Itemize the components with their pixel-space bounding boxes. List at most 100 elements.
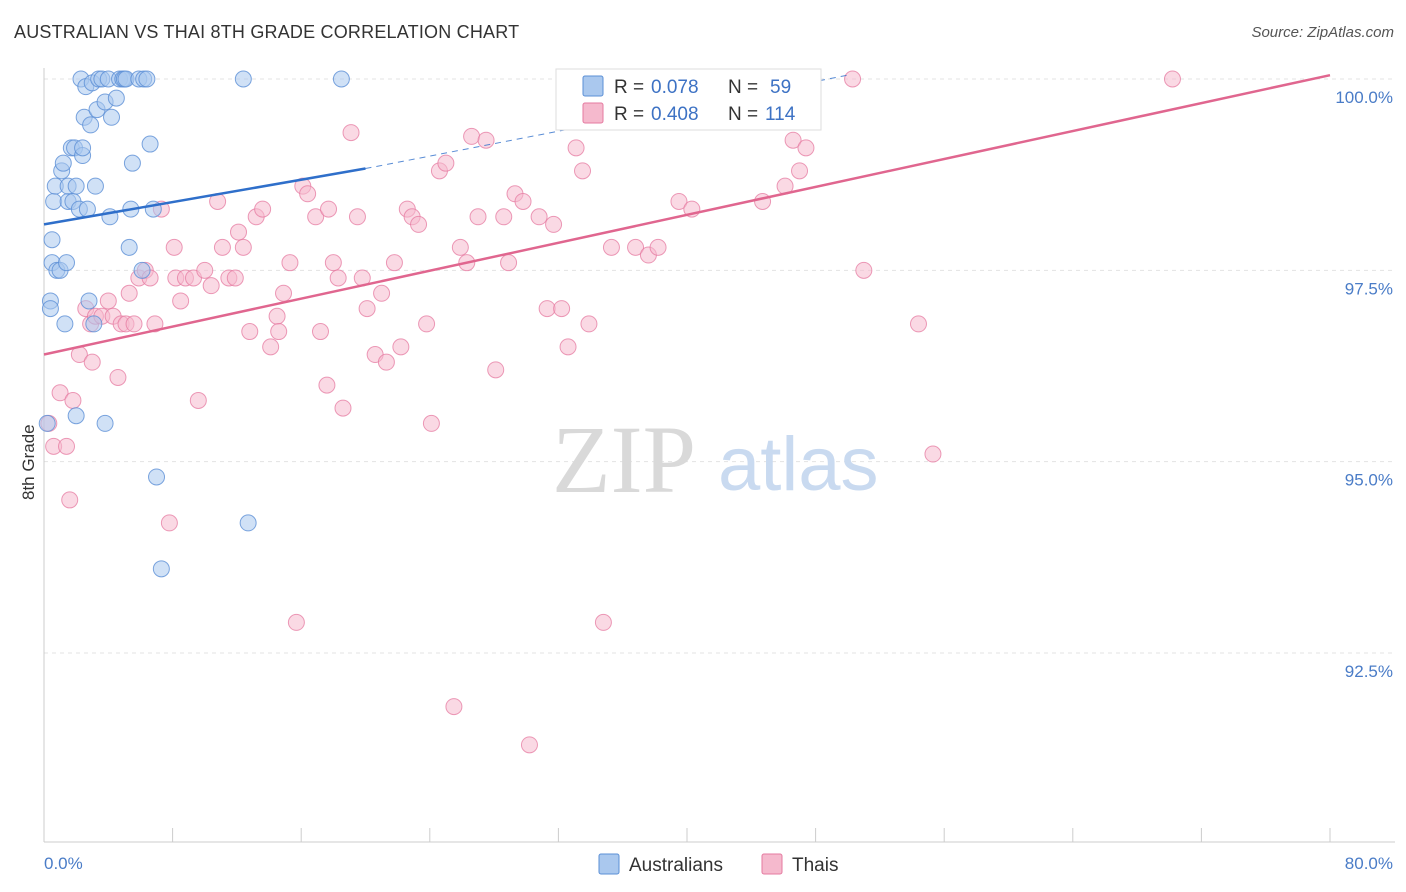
thais-point [594,613,612,631]
legend-r-value-2: 0.408 [651,104,699,125]
thais-point [275,284,293,302]
thais-point [307,208,325,226]
thais-point [559,338,577,356]
australians-point [332,70,350,88]
x-tick-labels: 0.0% 80.0% [44,854,1393,873]
source-credit: Source: ZipAtlas.com [1251,24,1394,41]
thais-point [463,127,481,145]
thais-point [270,323,288,341]
australians-point [85,315,103,333]
australians-point [152,560,170,578]
thais-point [567,139,585,157]
thais-point [213,238,231,256]
thais-point [234,238,252,256]
legend-thais-label: Thais [792,855,838,876]
series-legend: Australians Thais [598,853,838,876]
grid-lines [44,78,1395,654]
thais-point [230,223,248,241]
thais-point [520,736,538,754]
australians-point [120,238,138,256]
thais-point [202,277,220,295]
legend-r-label-1: R = [614,77,644,98]
australians-point [74,139,92,157]
thais-point [64,391,82,409]
thais-point [311,323,329,341]
thais-point [146,315,164,333]
australians-point [138,70,156,88]
thais-point [329,269,347,287]
thais-point [545,215,563,233]
australians-point [80,292,98,310]
thais-point [538,300,556,318]
y-tick-labels: 92.5% 95.0% 97.5% 100.0% [1335,88,1393,681]
thais-point [909,315,927,333]
y-tick-label: 97.5% [1345,279,1393,298]
thais-point [373,284,391,302]
thais-point [125,315,143,333]
thais-point [514,192,532,210]
australians-point [45,192,63,210]
thais-trend-line [43,73,1331,356]
thais-point [602,238,620,256]
thais-point [165,238,183,256]
legend-n-label-1: N = [728,77,758,98]
thais-point [320,200,338,218]
x-tick-label-max: 80.0% [1345,854,1393,873]
thais-point [418,315,436,333]
thais-point [377,353,395,371]
legend-australians-label: Australians [629,855,723,876]
legend-n-value-2: 114 [765,104,796,125]
thais-point [99,292,117,310]
thais-point [422,414,440,432]
thais-point [358,300,376,318]
y-tick-label: 95.0% [1345,471,1393,490]
thais-point [324,254,342,272]
legend-n-label-2: N = [728,104,758,125]
australians-point [141,135,159,153]
thais-point [392,338,410,356]
thais-point [342,124,360,142]
thais-point [241,323,259,341]
australians-point [239,514,257,532]
thais-point [226,269,244,287]
thais-point [262,338,280,356]
watermark: ZIP atlas [552,406,879,513]
thais-point [924,445,942,463]
watermark-atlas: atlas [718,422,879,507]
thais-point [281,254,299,272]
thais-point [445,698,463,716]
australians-point [54,154,72,172]
thais-point [487,361,505,379]
australians-point [123,154,141,172]
thais-point [196,261,214,279]
legend-n-value-1: 59 [770,77,791,98]
y-tick-label: 92.5% [1345,662,1393,681]
thais-point [791,162,809,180]
australians-point [107,89,125,107]
legend-r-label-2: R = [614,104,644,125]
australians-point [82,116,100,134]
thais-point [451,238,469,256]
australians-point [43,231,61,249]
thais-point [469,208,487,226]
australians-point [67,407,85,425]
thais-point [160,514,178,532]
thais-point [495,208,513,226]
thais-point [530,208,548,226]
thais-point [348,208,366,226]
thais-point [172,292,190,310]
thais-point [437,154,455,172]
axes [43,68,1395,843]
australians-point [38,414,56,432]
legend-swatch-blue [582,75,604,97]
legend-swatch-pink [582,102,604,124]
thais-point [580,315,598,333]
chart-title: AUSTRALIAN VS THAI 8TH GRADE CORRELATION… [14,22,520,42]
thais-point [574,162,592,180]
australians-point [67,177,85,195]
australians-point [96,414,114,432]
thais-point [754,192,772,210]
stats-legend: R = 0.078 N = 59 R = 0.408 N = 114 [555,68,822,131]
thais-point [410,215,428,233]
